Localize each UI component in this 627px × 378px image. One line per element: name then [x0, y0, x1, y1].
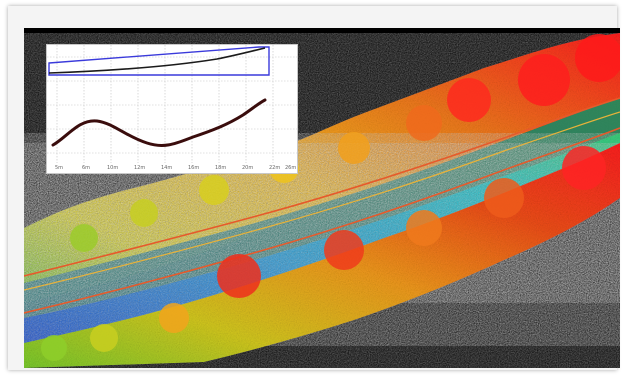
tick-label: 10m — [107, 165, 118, 171]
tick-label: 26m — [285, 165, 296, 171]
image-frame: 5m 6m 10m 12m 14m 16m 18m 20m 22m 26m — [8, 6, 620, 370]
ground-points — [24, 133, 620, 346]
tick-label: 18m — [215, 165, 226, 171]
route-line-middle — [24, 111, 620, 291]
profile-inset-chart: 5m 6m 10m 12m 14m 16m 18m 20m 22m 26m — [46, 44, 298, 174]
tick-label: 6m — [82, 165, 90, 171]
tick-label: 12m — [134, 165, 145, 171]
route-line-upper — [24, 97, 620, 277]
inset-blue-outline — [48, 46, 270, 76]
tick-label: 20m — [242, 165, 253, 171]
point-cloud-scene — [24, 33, 620, 368]
tree-clumps — [41, 34, 620, 361]
tick-label: 16m — [188, 165, 199, 171]
road-corridor — [24, 98, 620, 320]
tick-label: 14m — [161, 165, 172, 171]
route-line-lower — [24, 127, 620, 314]
tick-label: 22m — [269, 165, 280, 171]
inset-tick-labels: 5m 6m 10m 12m 14m 16m 18m 20m 22m 26m — [55, 165, 296, 171]
inset-red-profile — [51, 98, 267, 147]
profile-plot: 5m 6m 10m 12m 14m 16m 18m 20m 22m 26m — [47, 45, 297, 171]
inset-black-profile — [48, 47, 266, 74]
tick-label: 5m — [55, 165, 63, 171]
lidar-point-cloud-view: 5m 6m 10m 12m 14m 16m 18m 20m 22m 26m — [24, 28, 620, 368]
